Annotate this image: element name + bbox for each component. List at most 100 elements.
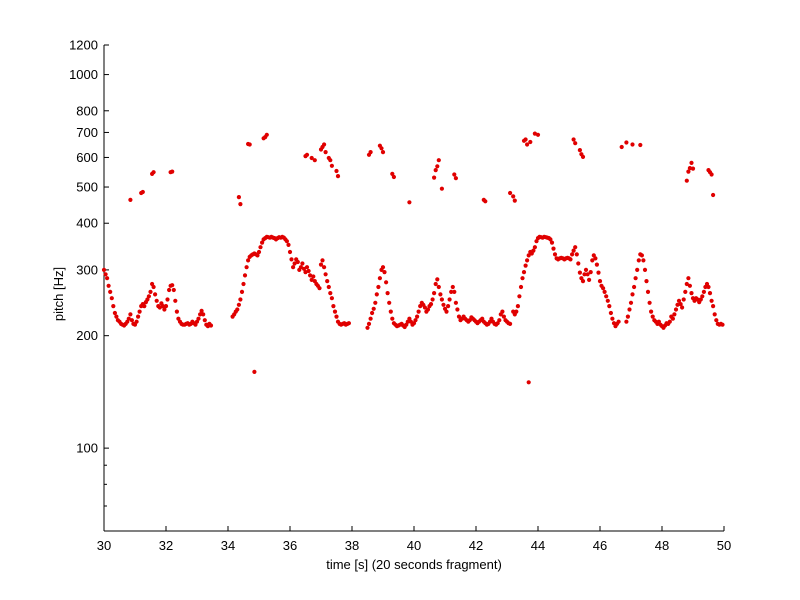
data-point xyxy=(300,261,305,266)
data-point xyxy=(255,253,260,258)
data-point xyxy=(642,267,648,272)
data-point xyxy=(628,300,634,305)
data-point xyxy=(449,289,454,294)
data-point xyxy=(508,190,513,196)
data-point xyxy=(535,132,541,137)
data-point xyxy=(483,199,488,204)
data-point xyxy=(597,279,603,284)
data-point xyxy=(260,240,265,245)
data-point xyxy=(526,253,531,258)
data-point xyxy=(326,284,331,290)
x-tick-label: 46 xyxy=(593,538,607,553)
data-point xyxy=(633,276,638,281)
data-point xyxy=(334,168,339,174)
y-tick-label: 500 xyxy=(76,180,98,195)
data-point xyxy=(425,307,431,312)
data-point xyxy=(374,292,379,297)
y-tick-label: 400 xyxy=(76,216,98,231)
data-point xyxy=(515,304,521,309)
data-point xyxy=(413,318,418,323)
data-point xyxy=(616,319,621,324)
data-point xyxy=(162,307,167,312)
data-point xyxy=(432,291,437,296)
data-point xyxy=(593,256,598,261)
data-point xyxy=(687,283,693,288)
data-point xyxy=(108,289,113,294)
data-point xyxy=(148,289,153,294)
data-point xyxy=(112,310,117,316)
data-point xyxy=(111,304,116,309)
data-point xyxy=(380,265,386,270)
data-point xyxy=(368,316,373,321)
data-point xyxy=(264,132,269,137)
data-point xyxy=(246,258,251,263)
data-point xyxy=(639,253,645,258)
data-point xyxy=(627,307,632,312)
data-point xyxy=(415,314,420,319)
data-point xyxy=(706,284,711,290)
data-point xyxy=(306,268,311,274)
data-point xyxy=(684,281,689,287)
y-tick-label: 600 xyxy=(76,150,98,165)
data-point xyxy=(151,284,156,290)
data-point xyxy=(291,265,296,270)
data-point xyxy=(258,245,263,250)
data-point xyxy=(686,169,691,174)
data-point xyxy=(548,237,553,242)
data-point xyxy=(236,195,241,200)
data-point xyxy=(335,174,341,179)
data-point xyxy=(500,309,505,314)
data-point xyxy=(295,259,300,265)
data-point xyxy=(511,194,516,199)
data-point xyxy=(287,249,293,255)
data-point xyxy=(196,316,201,321)
data-point xyxy=(523,263,528,268)
data-point xyxy=(137,309,142,314)
data-point xyxy=(594,262,600,267)
data-point xyxy=(238,297,243,302)
data-point xyxy=(428,302,434,307)
data-point xyxy=(450,284,455,290)
data-point xyxy=(309,155,314,161)
data-point xyxy=(596,270,601,275)
data-point xyxy=(238,202,243,207)
data-point xyxy=(436,158,441,163)
data-point xyxy=(371,306,376,311)
data-point xyxy=(323,150,328,155)
x-tick-label: 40 xyxy=(407,538,421,553)
data-point xyxy=(382,270,387,275)
data-point xyxy=(452,289,457,294)
data-point xyxy=(452,172,457,177)
data-point xyxy=(709,298,714,303)
data-point xyxy=(683,289,688,294)
data-point xyxy=(388,309,393,314)
data-point xyxy=(390,171,395,176)
data-point xyxy=(497,318,502,323)
data-point xyxy=(379,146,384,151)
data-point xyxy=(320,258,325,263)
data-point xyxy=(171,287,176,293)
data-point xyxy=(105,276,110,281)
data-point xyxy=(328,158,333,163)
data-point xyxy=(582,272,587,277)
data-point xyxy=(391,174,396,180)
data-point xyxy=(517,294,522,299)
data-point xyxy=(170,169,175,174)
data-point xyxy=(128,197,133,202)
data-point xyxy=(531,248,536,253)
data-point xyxy=(672,312,677,317)
data-point xyxy=(103,272,108,277)
data-point xyxy=(160,304,165,309)
data-point xyxy=(549,240,555,245)
data-point xyxy=(432,175,437,180)
data-point xyxy=(649,309,654,314)
data-point xyxy=(376,284,381,290)
data-point xyxy=(573,141,578,146)
data-point xyxy=(311,274,316,279)
data-point xyxy=(163,304,169,309)
data-point xyxy=(106,283,111,288)
data-point xyxy=(552,252,558,257)
plot-axes xyxy=(103,45,724,532)
data-point xyxy=(439,186,444,191)
